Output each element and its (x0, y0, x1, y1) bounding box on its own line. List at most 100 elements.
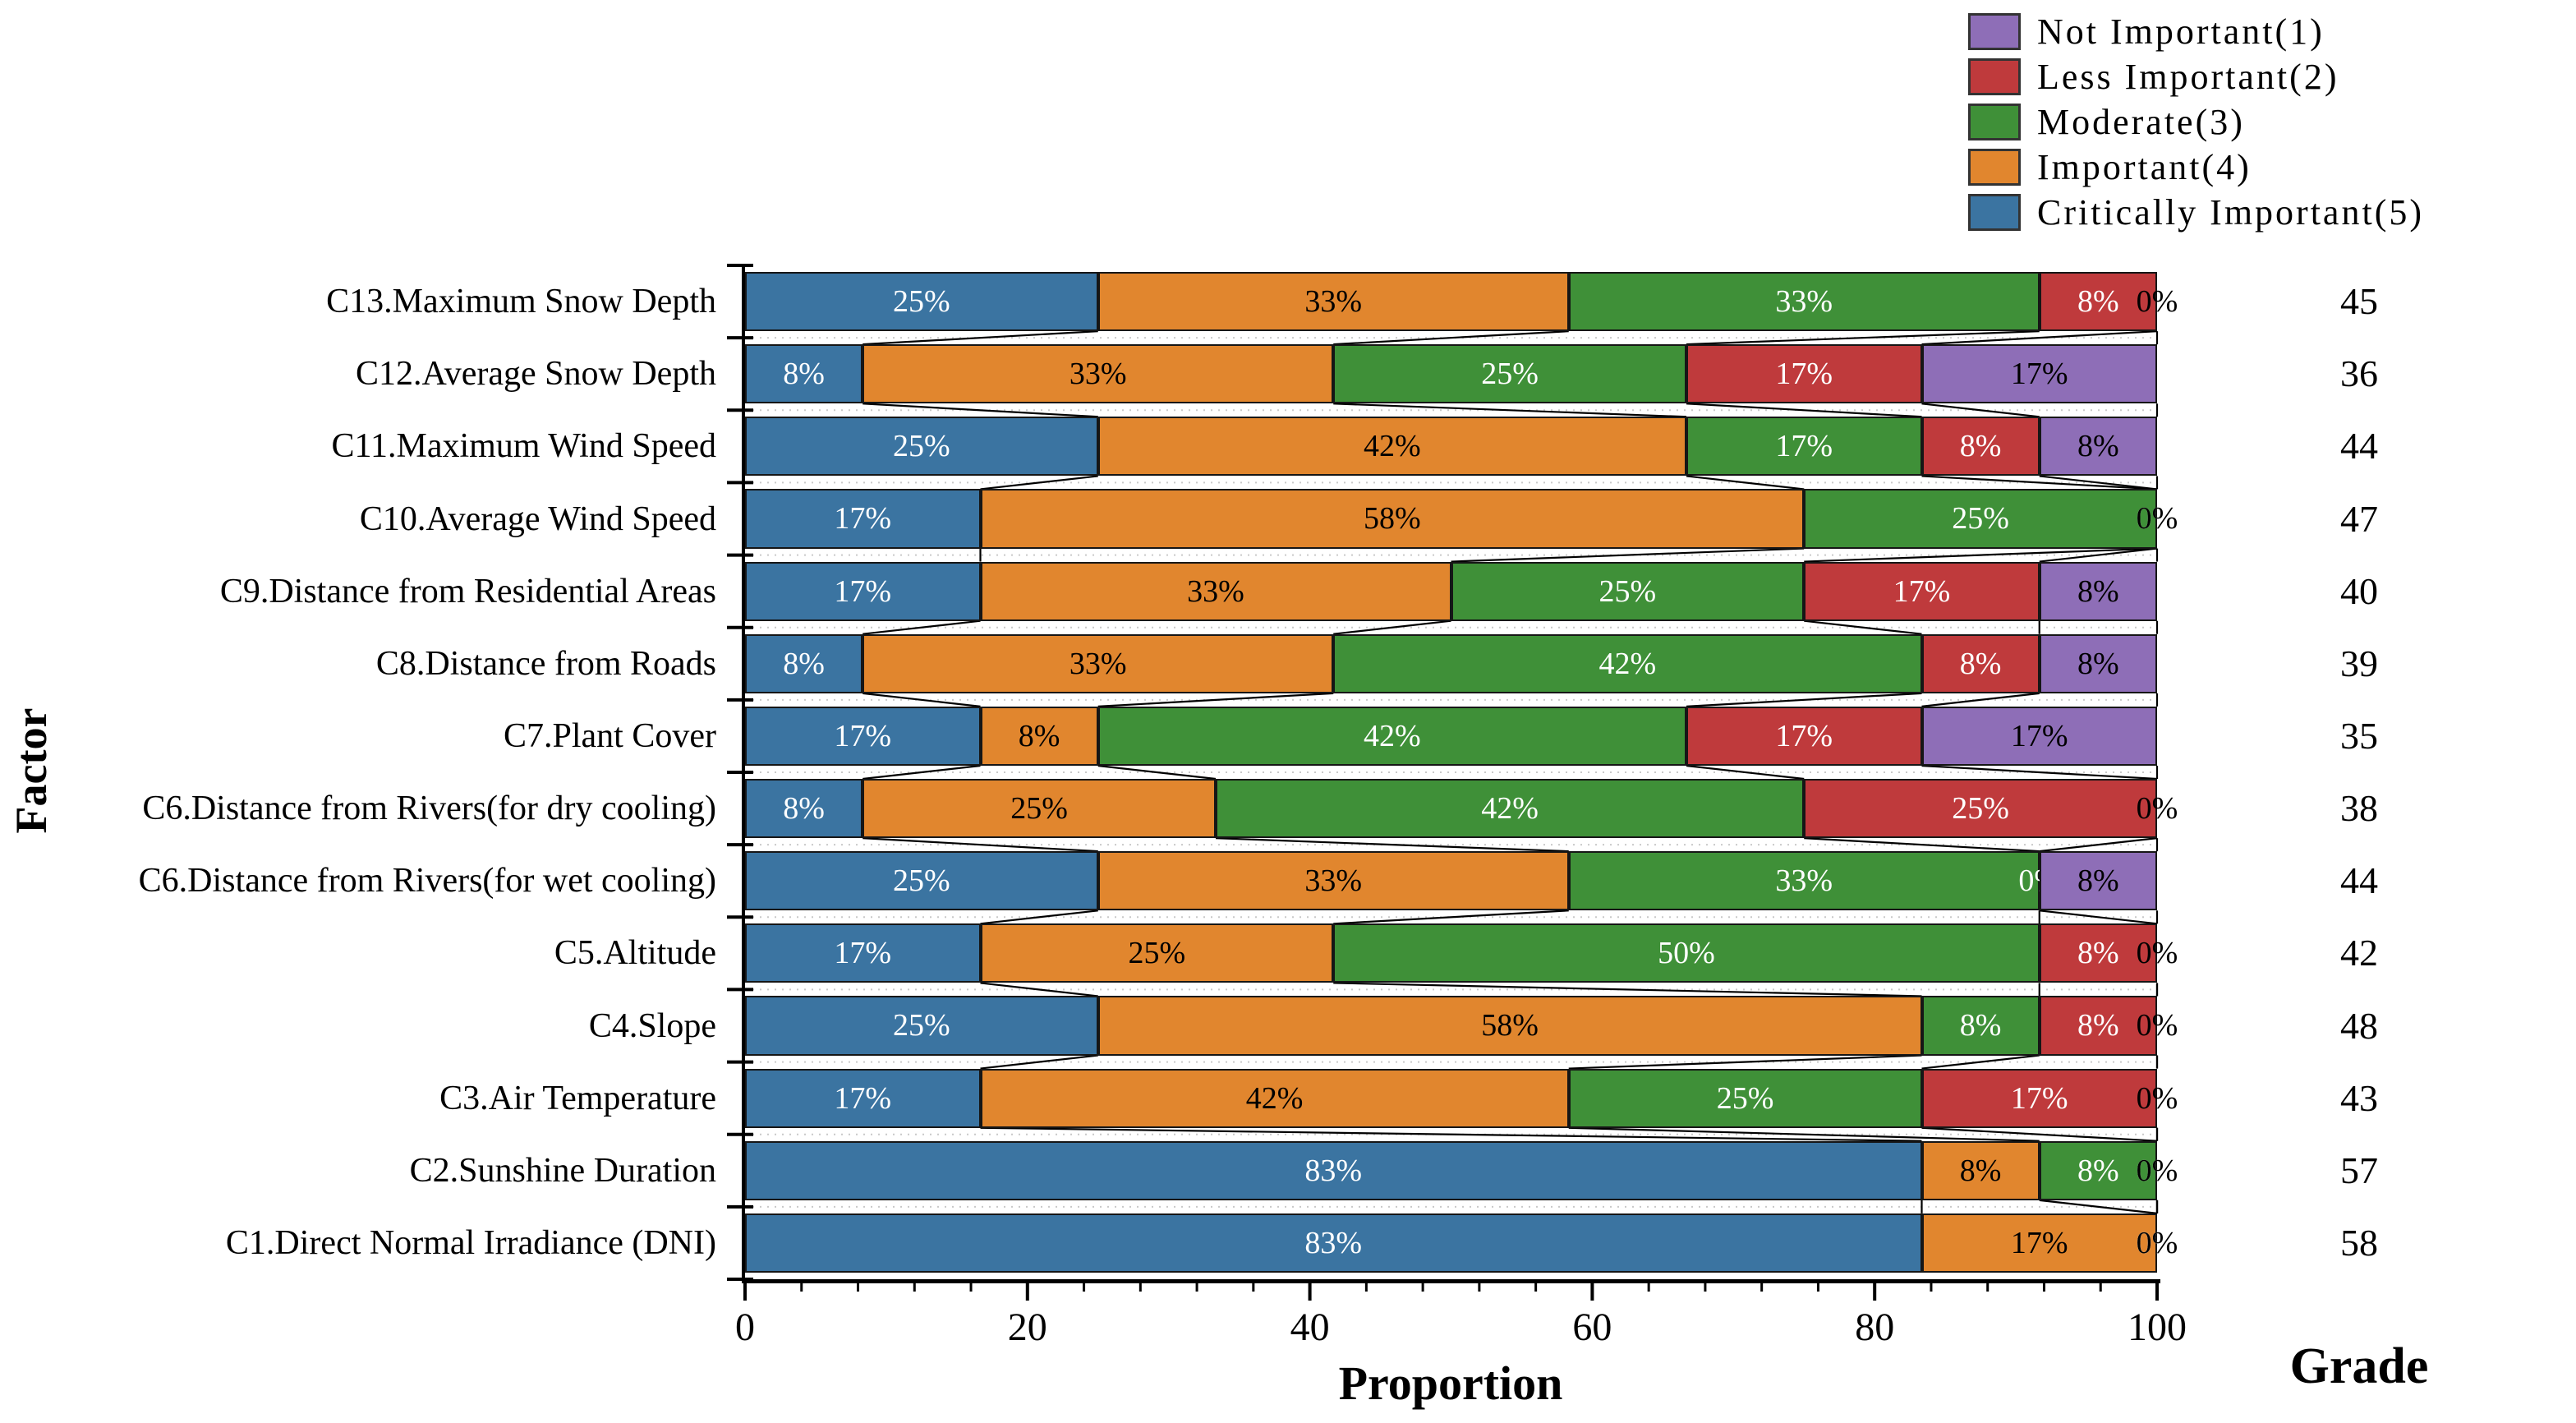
bar-segment-value: 42% (1245, 1080, 1304, 1116)
bar-segment-value: 0% (2136, 1225, 2178, 1260)
category-label: C4.Slope (588, 1006, 716, 1045)
bar-segment-value: 17% (1775, 429, 1833, 464)
bar-segment-value: 17% (2010, 357, 2068, 392)
bar-segment-value: 17% (2010, 1080, 2068, 1116)
stack-connector-line (2039, 1199, 2158, 1214)
bar-segment-value: 8% (2077, 429, 2119, 464)
legend-label: Not Important(1) (2037, 12, 2325, 52)
bar-segment-value: 0% (2136, 1153, 2178, 1188)
bar-segment-value: 17% (834, 573, 892, 609)
bar-segment-value: 8% (1018, 718, 1060, 753)
stack-connector-line (1333, 910, 1569, 925)
stack-connector-line (1686, 403, 1922, 418)
stack-connector-line (980, 910, 1098, 925)
bar-segment-value: 8% (783, 357, 825, 392)
bar-segment-value: 33% (1304, 284, 1363, 320)
stack-connector-line (1451, 547, 1805, 563)
stack-connector-line (1921, 692, 2040, 707)
table-row: 25% 33% 33% 8% 0% (745, 272, 2178, 332)
bar-segment-value: 42% (1481, 791, 1539, 827)
category-label: C11.Maximum Wind Speed (331, 427, 716, 466)
stack-connector-line (1921, 1126, 2158, 1142)
x-tick-label: 60 (1572, 1306, 1612, 1349)
bar-segment (745, 1213, 1922, 1273)
bar-segment-value: 25% (893, 1008, 950, 1043)
legend-item: Critically Important(5) (1968, 194, 2424, 231)
table-row: 25% 42% 17% 8% 8% (745, 417, 2157, 477)
x-tick-label: 40 (1290, 1306, 1330, 1349)
stack-connector-line (1333, 403, 1687, 418)
bar-segment (2039, 923, 2157, 983)
stack-connector-line (1215, 837, 1569, 853)
bar-segment (1921, 344, 2157, 404)
table-row: 17% 58% 25% 0% 0% (745, 489, 2178, 549)
bar-segment-value: 8% (1959, 646, 2002, 681)
bar-segment-value: 8% (1959, 1153, 2002, 1188)
legend-swatch-icon (1968, 13, 2021, 50)
bar-segment (980, 1068, 1569, 1128)
bar-segment-value: 50% (1658, 936, 1715, 971)
bar-segment-value: 17% (834, 1080, 892, 1116)
legend-swatch-icon (1968, 149, 2021, 186)
bar-segment (2039, 851, 2157, 911)
bar-segment-value: 25% (1481, 357, 1539, 392)
category-label: C5.Altitude (554, 934, 716, 973)
bar-segment-value: 8% (2077, 936, 2119, 971)
stack-connector-line (1686, 764, 1805, 781)
legend-swatch-icon (1968, 194, 2021, 231)
bar-segment-value: 17% (1893, 573, 1951, 609)
stack-connector-line (1686, 475, 1805, 490)
bar-segment-value: 25% (893, 429, 950, 464)
stack-connector-line (980, 1126, 1922, 1142)
bar-segment (1451, 561, 1805, 621)
bar-segment-value: 0% (2136, 1225, 2178, 1260)
category-label: C3.Air Temperature (439, 1079, 716, 1117)
category-label: C9.Distance from Residential Areas (219, 572, 716, 610)
bar-segment-value: 17% (1775, 357, 1833, 392)
bar-segment (2039, 633, 2157, 693)
y-axis-title: Factor (7, 707, 56, 834)
stack-connector-line (1804, 837, 2040, 853)
table-row: 8% 25% 42% 25% 0% (745, 779, 2178, 839)
x-tick-label: 100 (2128, 1306, 2187, 1349)
bar-segment (1097, 851, 1569, 911)
bar-segment (1804, 489, 2157, 549)
stack-connector-line (1921, 330, 2158, 346)
bar-segment-value: 0% (2136, 791, 2178, 827)
bar-segment (862, 633, 1334, 693)
bar-segment-value: 17% (2010, 1225, 2068, 1260)
category-label: C7.Plant Cover (504, 716, 716, 755)
bar-segment (1333, 923, 2040, 983)
stack-connector-line (862, 619, 981, 635)
bar-segment (980, 706, 1098, 766)
bar-segment (745, 851, 1098, 911)
bar-segment-value: 0% (2136, 501, 2178, 537)
stack-connector-line (2039, 475, 2158, 490)
stack-connector-line (1333, 982, 1922, 997)
y-axis-line (742, 264, 745, 1283)
bar-segment (1921, 996, 2040, 1056)
grade-value: 42 (2340, 932, 2378, 974)
legend-item: Moderate(3) (1968, 104, 2424, 140)
bar-segment (2039, 272, 2157, 332)
bar-segment-value: 42% (1364, 718, 1421, 753)
grade-value: 48 (2340, 1004, 2378, 1047)
bar-segment-value: 25% (1598, 573, 1657, 609)
stack-connector-line (1686, 330, 2040, 346)
bar-segment (1921, 706, 2157, 766)
legend-label: Important(4) (2037, 147, 2252, 187)
category-label: C13.Maximum Snow Depth (326, 283, 716, 321)
table-row: 17% 25% 50% 8% 0% (745, 923, 2178, 983)
bar-segment-value: 25% (1716, 1080, 1774, 1116)
bar-segment (862, 344, 1334, 404)
stack-connector-line (980, 982, 1098, 997)
bar-segment-value: 8% (783, 646, 825, 681)
bar-segment (1921, 1068, 2157, 1128)
bar-segment (980, 489, 1805, 549)
bar-segment (1686, 417, 1922, 477)
stack-connector-line (1568, 1126, 2040, 1142)
category-label: C6.Distance from Rivers(for dry cooling) (142, 790, 716, 828)
bar-segment-value: 42% (1598, 646, 1657, 681)
legend-item: Not Important(1) (1968, 13, 2424, 50)
